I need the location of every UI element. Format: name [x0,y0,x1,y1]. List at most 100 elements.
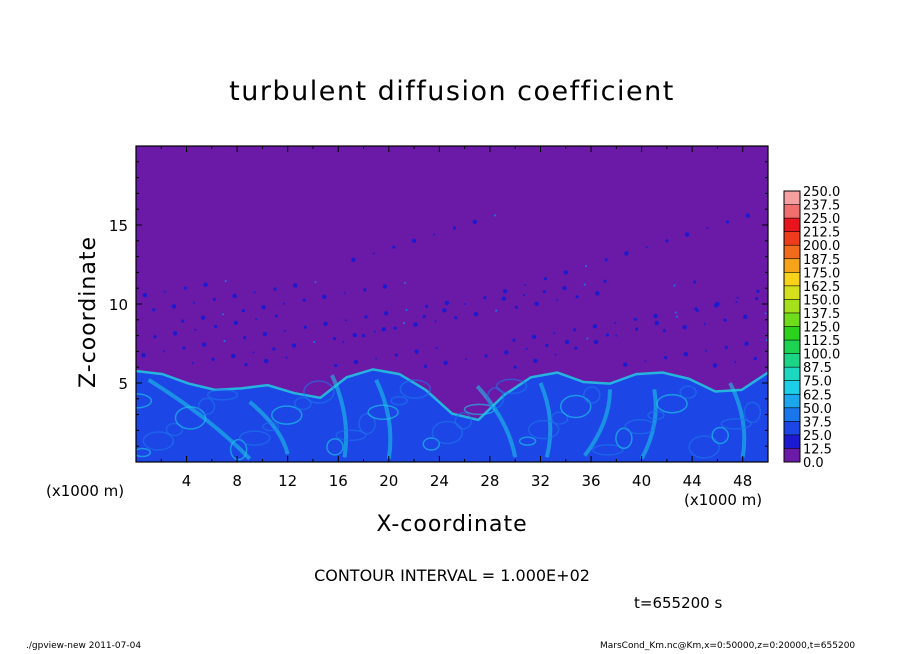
colorbar-swatch [784,434,800,449]
free-atmosphere-eddy [244,362,248,367]
x-tick-label: 28 [480,472,499,490]
free-atmosphere-eddy [573,328,577,332]
free-atmosphere-eddy [644,360,647,363]
free-atmosphere-eddy [443,360,448,366]
free-atmosphere-eddy [574,346,578,350]
free-atmosphere-eddy [675,315,678,318]
free-atmosphere-eddy [562,285,567,291]
x-tick-label: 20 [379,472,398,490]
turbulent-eddy [399,379,431,399]
contour-interval-text: CONTOUR INTERVAL = 1.000E+02 [314,566,590,585]
colorbar-swatch [784,394,800,408]
colorbar-label: 87.5 [803,361,832,376]
footer-left-text: ./gpview-new 2011-07-04 [26,641,142,651]
free-atmosphere-eddy [523,294,526,297]
free-atmosphere-eddy [513,365,517,369]
turbulent-eddy [174,406,207,430]
turbulent-eddy [390,395,408,406]
free-atmosphere-eddy [604,258,608,262]
free-atmosphere-eddy [684,232,690,237]
free-atmosphere-eddy [614,321,617,324]
free-atmosphere-eddy [682,325,687,330]
turbulent-eddy [294,396,312,411]
turbulent-eddy [431,420,464,445]
free-atmosphere-eddy [755,296,759,301]
colorbar-swatch [784,272,800,286]
turbulent-eddy [326,438,344,456]
free-atmosphere-eddy [592,324,598,329]
free-atmosphere-eddy [512,338,516,342]
free-atmosphere-eddy [231,353,236,359]
x-tick-label: 8 [232,472,242,490]
free-atmosphere-eddy [734,360,737,363]
free-atmosphere-eddy [152,308,156,312]
free-atmosphere-eddy [252,351,255,354]
free-atmosphere-eddy [233,320,239,326]
turbulent-eddy [624,419,656,435]
free-atmosphere-eddy [724,345,728,349]
free-atmosphere-eddy [442,308,447,313]
turbulent-eddy [592,444,624,456]
colorbar-label: 200.0 [803,239,840,254]
turbulent-eddy [238,430,271,446]
free-atmosphere-eddy [633,317,637,322]
x-tick-label: 24 [430,472,449,490]
colorbar-label: 112.5 [803,334,840,349]
free-atmosphere-eddy [683,351,689,357]
free-atmosphere-eddy [452,226,457,230]
turbulent-plume [538,382,553,458]
turbulent-eddy [518,436,537,446]
free-atmosphere-eddy [586,337,589,340]
free-atmosphere-eddy [392,245,396,249]
free-atmosphere-eddy [502,289,508,294]
x-unit-label-left: (x1000 m) [46,482,125,500]
free-atmosphere-eddy [653,313,658,319]
free-atmosphere-eddy [285,356,288,359]
turbulent-eddy [486,387,505,409]
free-atmosphere-eddy [343,292,346,295]
y-axis-label: Z-coordinate [76,236,101,388]
x-tick-label: 16 [329,472,348,490]
free-atmosphere-eddy [483,296,487,300]
chart-title: turbulent diffusion coefficient [229,76,675,107]
turbulent-eddy [136,447,152,458]
time-stamp: t=655200 s [634,594,723,612]
turbulent-eddy [656,393,688,414]
colorbar-label: 25.0 [803,429,832,444]
free-atmosphere-eddy [413,322,418,327]
turbulent-eddy [688,435,720,459]
turbulent-eddy [583,386,601,404]
free-atmosphere-eddy [162,350,165,353]
free-atmosphere-eddy [533,358,538,364]
free-atmosphere-eddy [495,309,498,312]
colorbar-label: 237.5 [803,199,840,214]
free-atmosphere-eddy [593,339,599,345]
colorbar-label: 100.0 [803,348,840,363]
colorbar-swatch [784,340,800,354]
free-atmosphere-eddy [222,313,225,316]
turbulent-eddy [720,418,753,430]
colorbar-label: 175.0 [803,266,840,281]
turbulent-eddy [647,410,665,420]
x-tick-label: 44 [683,472,702,490]
x-axis-label: X-coordinate [376,512,528,537]
free-atmosphere-eddy [764,312,767,315]
turbulent-eddy [165,422,184,437]
colorbar-label: 125.0 [803,321,840,336]
x-tick-label: 32 [531,472,550,490]
free-atmosphere-eddy [200,315,206,320]
free-atmosphere-eddy [423,364,428,368]
free-atmosphere-eddy [765,339,768,342]
free-atmosphere-eddy [753,356,757,361]
free-atmosphere-eddy [212,297,216,302]
free-atmosphere-eddy [203,282,208,287]
turbulent-plume [475,384,518,458]
turbulent-eddy [550,411,569,425]
turbulent-plume [330,374,349,458]
free-atmosphere-eddy [545,343,549,348]
free-atmosphere-eddy [484,354,488,358]
free-atmosphere-eddy [253,291,256,294]
free-atmosphere-eddy [694,307,698,311]
colorbar-label: 162.5 [803,280,840,295]
turbulent-eddy [142,431,175,451]
